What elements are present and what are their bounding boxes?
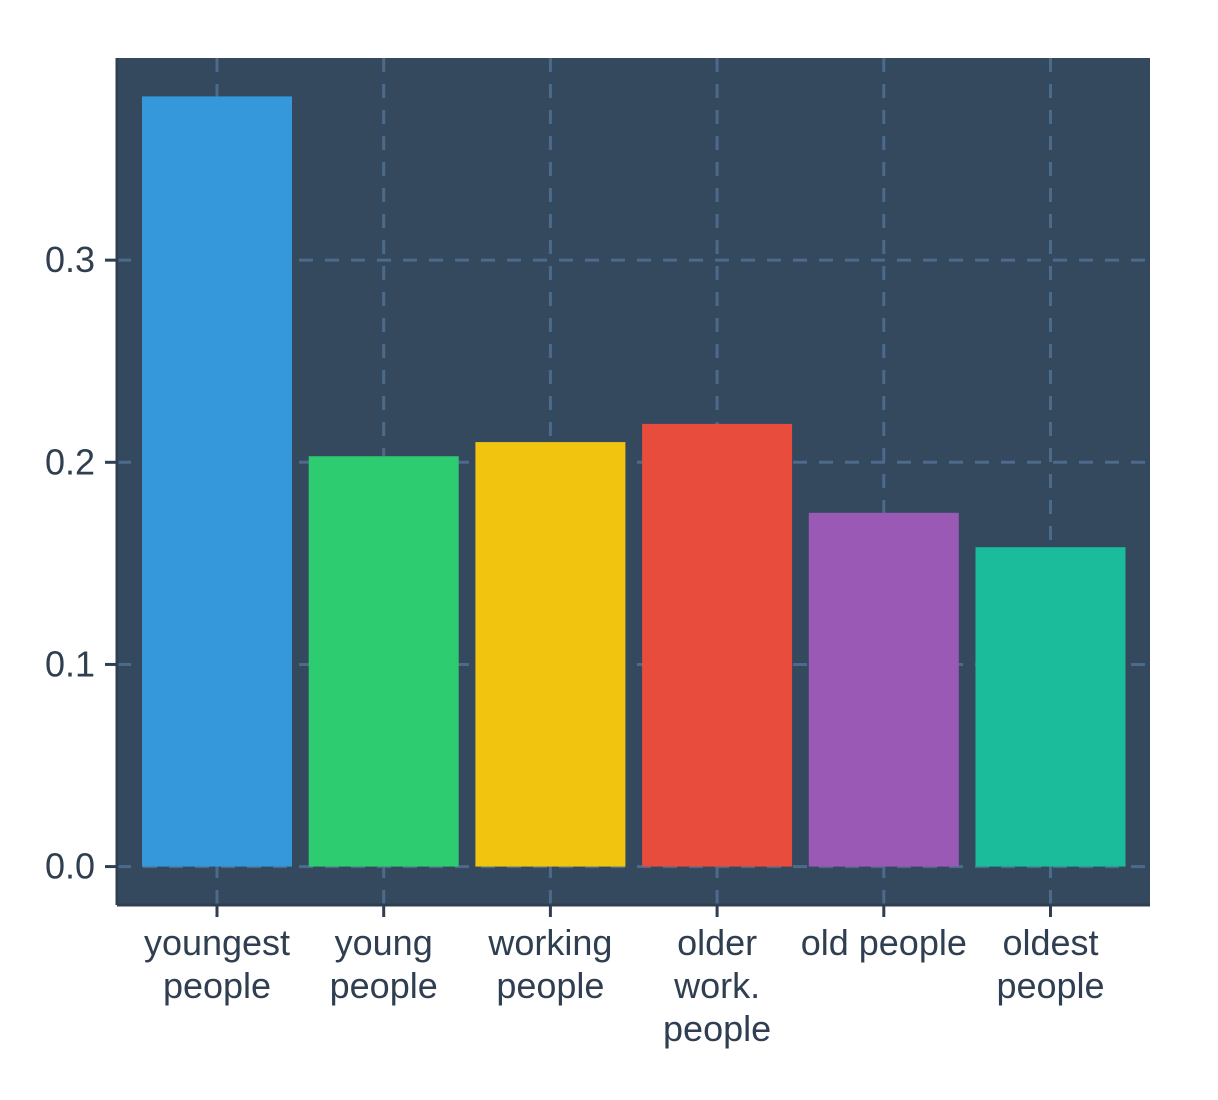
x-tick-label-line: youngest — [144, 922, 290, 963]
x-tick-label-line: young — [335, 922, 433, 963]
x-tick-label-line: older — [677, 922, 757, 963]
x-tick-label-line: people — [163, 965, 271, 1006]
x-tick-label: young people — [330, 922, 438, 1006]
x-tick-label: working people — [487, 922, 612, 1006]
x-tick-label-line: people — [496, 965, 604, 1006]
x-tick-label-line: oldest — [1002, 922, 1098, 963]
bar — [475, 442, 626, 867]
x-tick-label-line: working — [487, 922, 612, 963]
x-tick-label: youngest people — [144, 922, 290, 1006]
y-tick-label: 0.2 — [45, 441, 95, 482]
x-tick-label: oldest people — [996, 922, 1104, 1006]
x-tick-label: older work. people — [663, 922, 771, 1049]
bar — [642, 423, 793, 867]
bar — [142, 96, 292, 867]
y-tick-labels: 0.0 0.1 0.2 0.3 — [45, 239, 95, 886]
bar — [308, 456, 459, 867]
axes — [105, 58, 1150, 917]
x-tick-label-line: people — [330, 965, 438, 1006]
bar — [975, 547, 1126, 867]
y-tick-label: 0.0 — [45, 846, 95, 887]
x-tick-label-line: work. — [673, 965, 760, 1006]
bar — [808, 512, 959, 867]
x-tick-label-line: old people — [801, 922, 967, 963]
y-tick-label: 0.1 — [45, 643, 95, 684]
bars — [142, 96, 1126, 867]
x-tick-label-line: people — [663, 1008, 771, 1049]
x-tick-label: old people — [801, 922, 967, 963]
y-tick-label: 0.3 — [45, 239, 95, 280]
x-tick-label-line: people — [996, 965, 1104, 1006]
